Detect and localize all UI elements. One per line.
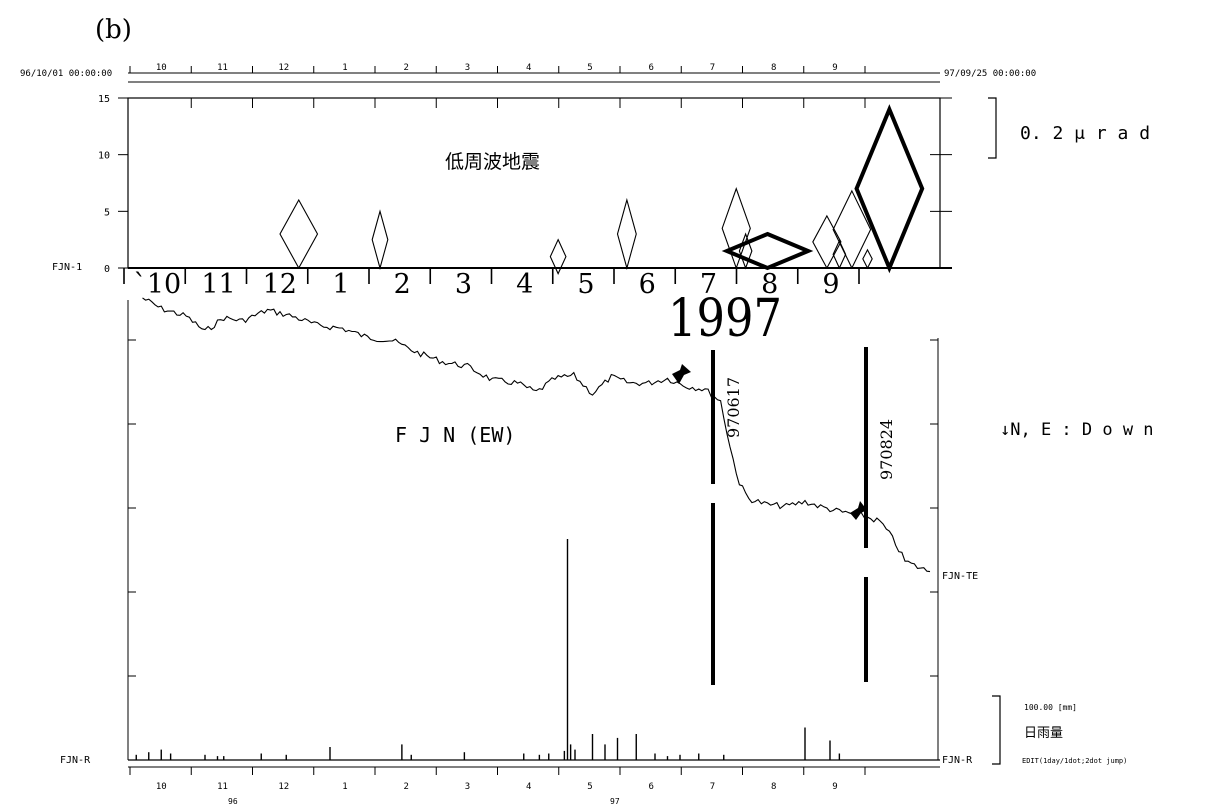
- month-label: 7: [700, 269, 717, 300]
- eq-y-axis: 15 10 5 0: [98, 94, 952, 275]
- month-label: 12: [278, 63, 289, 73]
- month-label: 7: [710, 63, 715, 73]
- top-time-axis: [128, 66, 940, 83]
- event-diamond: [549, 238, 567, 275]
- month-label: 8: [771, 63, 776, 73]
- event-line-970617-bottom: [711, 503, 715, 685]
- y-tick-label: 0: [104, 264, 110, 275]
- month-label: 10: [156, 63, 167, 73]
- event-line-970824-bottom: [864, 577, 868, 682]
- month-label: 12: [278, 782, 289, 792]
- tilt-channel-label: FJN-TE: [942, 571, 978, 582]
- rain-panel: FJN-R FJN-R 100.00 [mm] 日雨量 EDIT(1day/1d…: [60, 539, 1127, 766]
- month-label: 5: [587, 782, 592, 792]
- header-end-time: 97/09/25 00:00:00: [944, 69, 1036, 79]
- event-marker-970824: 970824: [864, 347, 896, 682]
- month-label: `10: [133, 269, 181, 300]
- month-label: 1: [332, 269, 349, 300]
- month-label: 3: [455, 269, 472, 300]
- month-label: 5: [587, 63, 592, 73]
- month-label: 9: [822, 269, 839, 300]
- rain-bars: [135, 539, 841, 760]
- month-label: 1: [342, 782, 347, 792]
- rain-scale-bracket: [992, 695, 1001, 765]
- month-label: 3: [465, 63, 470, 73]
- scale-bracket: [988, 97, 997, 159]
- rain-panel-title: 日雨量: [1024, 726, 1063, 741]
- event-line-970824-top: [864, 347, 868, 548]
- month-label: 9: [832, 782, 837, 792]
- y-tick-label: 15: [98, 94, 110, 105]
- hand-month-labels: `10 11 12 1 2 3 4 5 6 7 8 9: [133, 269, 839, 300]
- hand-axis: [123, 267, 952, 284]
- event-diamond: [279, 198, 319, 270]
- y-tick-label: 10: [98, 151, 110, 162]
- big-year-label: 1997: [668, 289, 782, 349]
- month-label: 1: [342, 63, 347, 73]
- month-label: 8: [771, 782, 776, 792]
- month-label: 2: [404, 782, 409, 792]
- month-label: 5: [577, 269, 594, 300]
- month-label: 6: [649, 782, 654, 792]
- bottom-month-labels: 10 11 12 1 2 3 4 5 6 7 8 9: [156, 782, 838, 792]
- tilt-line: [142, 297, 931, 573]
- direction-label: ↓N, E : D o w n: [1000, 420, 1154, 440]
- event-diamond: [616, 197, 637, 271]
- year-label-97: 97: [610, 797, 620, 806]
- month-label: 11: [217, 63, 228, 73]
- y-tick-label: 5: [104, 207, 110, 218]
- event-diamond: [854, 104, 925, 274]
- rain-channel-left: FJN-R: [60, 755, 91, 766]
- panel-label: (b): [95, 15, 132, 45]
- month-label: 10: [156, 782, 167, 792]
- event-diamond: [832, 189, 872, 270]
- tilt-side-ticks: [127, 300, 939, 760]
- bottom-time-axis: [128, 766, 940, 775]
- event-diamond: [862, 248, 873, 270]
- event-diamond: [812, 214, 842, 270]
- event-label-970617: 970617: [724, 377, 743, 438]
- event-line-970617-top: [711, 350, 715, 484]
- eq-panel-frame: [127, 97, 941, 269]
- header-start-time: 96/10/01 00:00:00: [20, 69, 112, 79]
- top-month-labels: 10 11 12 1 2 3 4 5 6 7 8 9: [156, 63, 838, 73]
- month-label: 6: [639, 269, 656, 300]
- event-diamond: [738, 232, 753, 270]
- month-label: 6: [649, 63, 654, 73]
- month-label: 7: [710, 782, 715, 792]
- arrow-icon: [850, 501, 867, 520]
- event-marker-970617: 970617: [711, 350, 743, 685]
- eq-panel: 15 10 5 0 FJN-1 低周波地震 0. 2 μ r a d: [52, 94, 1150, 275]
- month-label: 2: [394, 269, 411, 300]
- eq-events: [279, 104, 925, 275]
- arrow-icon: [672, 364, 691, 384]
- eq-panel-title: 低周波地震: [445, 151, 540, 173]
- month-label: 12: [263, 269, 297, 300]
- eq-channel-label: FJN-1: [52, 262, 82, 273]
- event-diamond: [371, 209, 389, 271]
- tilt-panel-title: F J N (EW): [395, 423, 515, 447]
- month-label: 4: [516, 269, 533, 300]
- month-label: 11: [217, 782, 228, 792]
- tilt-panel: F J N (EW) ↓N, E : D o w n FJN-TE 970617…: [127, 297, 1154, 760]
- month-label: 3: [465, 782, 470, 792]
- rain-scale-label: 100.00 [mm]: [1024, 703, 1077, 712]
- edit-note: EDIT(1day/1dot;2dot jump): [1022, 757, 1127, 765]
- scale-label: 0. 2 μ r a d: [1020, 123, 1150, 144]
- month-label: 2: [404, 63, 409, 73]
- year-label-96: 96: [228, 797, 238, 806]
- month-label: 4: [526, 782, 531, 792]
- month-label: 9: [832, 63, 837, 73]
- month-label: 8: [761, 269, 778, 300]
- month-label: 11: [201, 269, 235, 300]
- month-label: 4: [526, 63, 531, 73]
- event-label-970824: 970824: [877, 419, 896, 480]
- rain-channel-right: FJN-R: [942, 755, 973, 766]
